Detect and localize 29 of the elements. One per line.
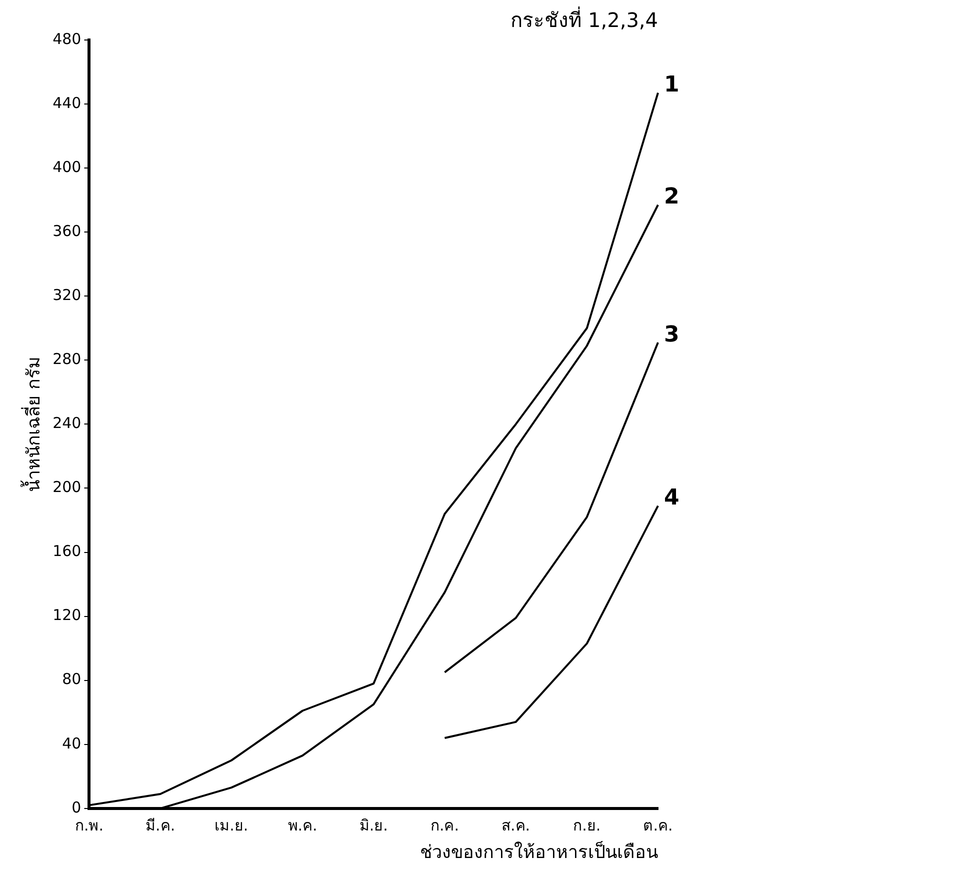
x-tick-label: ก.ค. xyxy=(430,816,459,834)
x-tick-label: มิ.ย. xyxy=(359,816,388,834)
y-tick-label: 0 xyxy=(72,798,82,816)
y-tick-label: 360 xyxy=(52,222,82,240)
y-tick-label: 40 xyxy=(62,734,82,752)
x-tick-label: ส.ค. xyxy=(502,816,530,834)
chart-title: กระชังที่ 1,2,3,4 xyxy=(510,6,658,32)
x-tick-label: ก.พ. xyxy=(74,816,104,834)
x-tick-label: เม.ย. xyxy=(214,816,248,834)
y-tick-label: 320 xyxy=(52,286,82,304)
x-tick-label: มี.ค. xyxy=(146,816,176,834)
series-label: 4 xyxy=(664,486,680,511)
y-tick-label: 80 xyxy=(62,670,82,688)
y-axis-title: น้ำหนักเฉลี่ย กรัม xyxy=(20,356,44,492)
series-label: 3 xyxy=(664,322,680,348)
y-tick-label: 240 xyxy=(52,414,82,432)
y-tick-label: 440 xyxy=(52,94,82,112)
y-tick-label: 120 xyxy=(52,606,82,624)
series-label: 1 xyxy=(664,72,680,98)
y-tick-label: 480 xyxy=(52,30,82,48)
y-tick-label: 280 xyxy=(52,350,82,368)
x-axis-title: ช่วงของการให้อาหารเป็นเดือน xyxy=(420,840,658,863)
x-tick-label: ก.ย. xyxy=(573,816,601,834)
y-tick-label: 160 xyxy=(52,542,82,560)
x-tick-label: พ.ค. xyxy=(288,816,318,834)
series-label: 2 xyxy=(664,184,680,210)
y-tick-label: 400 xyxy=(52,158,82,176)
y-tick-label: 200 xyxy=(52,478,82,496)
x-tick-label: ต.ค. xyxy=(643,816,673,834)
